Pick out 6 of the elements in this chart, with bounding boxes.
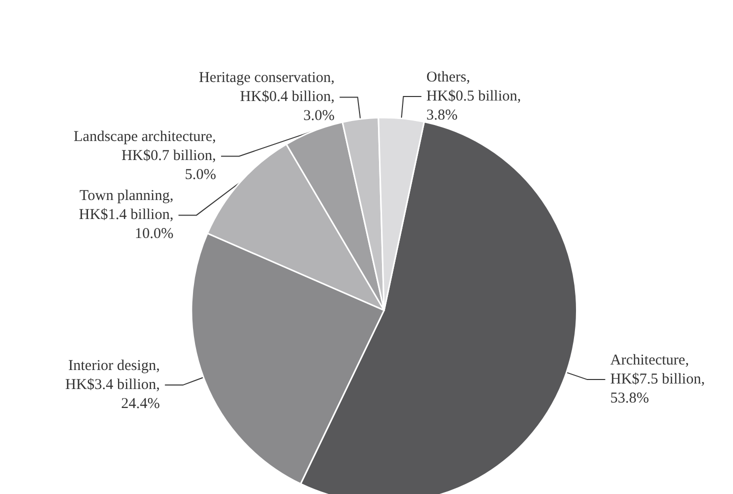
slice-label: Heritage conservation, HK$0.4 billion, 3.0%: [198, 70, 335, 124]
slice-label: Town planning, HK$1.4 billion, 10.0%: [78, 188, 174, 242]
slice-label: Architecture, HK$7.5 billion, 53.8%: [610, 352, 705, 407]
slice-label: Landscape architecture, HK$0.7 billion, 5.0%: [74, 129, 216, 184]
slice-label: Others, HK$0.5 billion, 3.8%: [426, 69, 521, 124]
slice-label: Interior design, HK$3.4 billion, 24.4%: [65, 358, 160, 412]
